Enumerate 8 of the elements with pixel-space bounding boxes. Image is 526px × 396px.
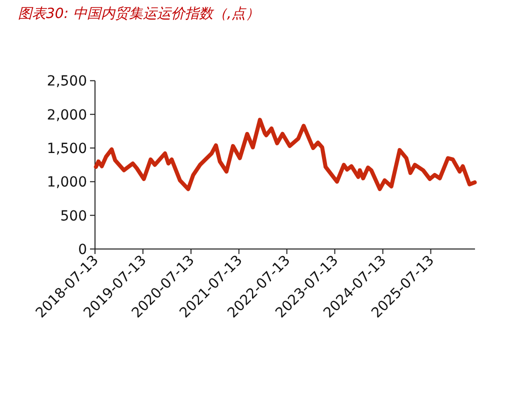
y-tick-label: 0 [78,242,87,258]
y-tick-label: 1,000 [46,174,87,191]
y-tick-label: 500 [60,208,87,224]
chart-title: 图表30: 中国内贸集运运价指数（,点） [18,6,260,22]
line-series [94,118,477,192]
y-tick-label: 2,000 [46,107,87,124]
y-tick-label: 1,500 [46,141,87,158]
y-tick-label: 2,500 [46,74,87,90]
